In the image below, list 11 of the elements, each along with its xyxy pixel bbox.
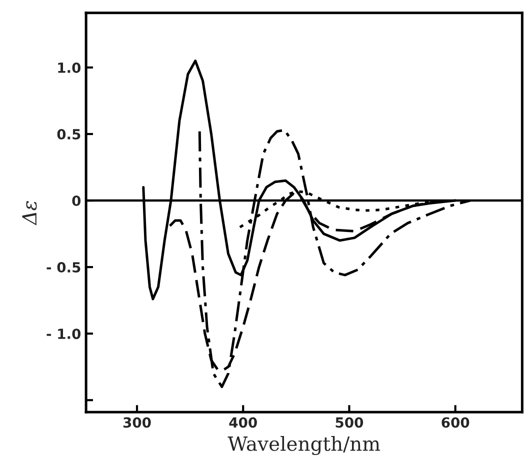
x-tick-label: 600 (442, 417, 470, 428)
y-tick-label: 1.0 (58, 62, 81, 73)
y-tick-label: - 0.5 (46, 262, 80, 273)
y-tick-label: 0.5 (57, 128, 80, 140)
x-axis-title: Wavelength/nm (228, 436, 380, 456)
x-tick-label: 500 (336, 417, 364, 428)
y-tick-label: 0 (72, 196, 81, 206)
x-tick-label: 400 (229, 417, 257, 428)
y-axis-title: Δε (22, 201, 37, 226)
y-tick-label: - 1.0 (46, 328, 81, 340)
x-tick-label: 300 (123, 417, 151, 428)
